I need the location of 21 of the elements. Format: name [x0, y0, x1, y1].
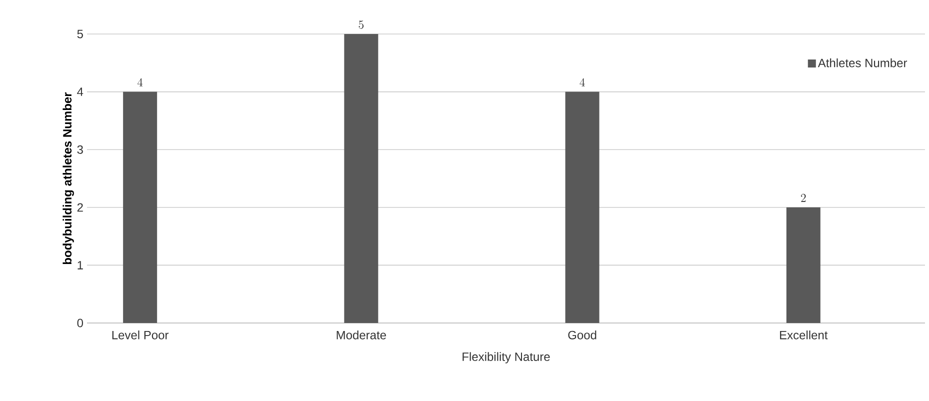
legend-label: Athletes Number	[818, 58, 908, 68]
x-tick-label: Good	[568, 330, 596, 340]
y-tick-label: 4	[77, 88, 84, 96]
data-label: 4	[137, 78, 143, 86]
bar	[786, 207, 820, 323]
bar	[123, 92, 158, 323]
y-tick-label: 5	[77, 30, 83, 38]
data-label: 2	[801, 194, 806, 202]
y-tick-label: 1	[78, 261, 83, 270]
y-axis-title: bodybuilding athletes Number	[62, 92, 74, 264]
bar	[565, 92, 600, 323]
x-tick-label: Excellent	[780, 330, 828, 340]
x-tick-label: Moderate	[336, 330, 386, 340]
x-tick-label: Level Poor	[112, 330, 169, 340]
data-label: 4	[580, 78, 585, 86]
y-tick-label: 0	[77, 318, 84, 328]
y-tick-label: 3	[77, 145, 83, 154]
bar	[344, 34, 378, 323]
y-tick-label: 2	[77, 203, 83, 212]
x-axis-title: Flexibility Nature	[462, 352, 550, 364]
data-label: 5	[358, 20, 364, 29]
